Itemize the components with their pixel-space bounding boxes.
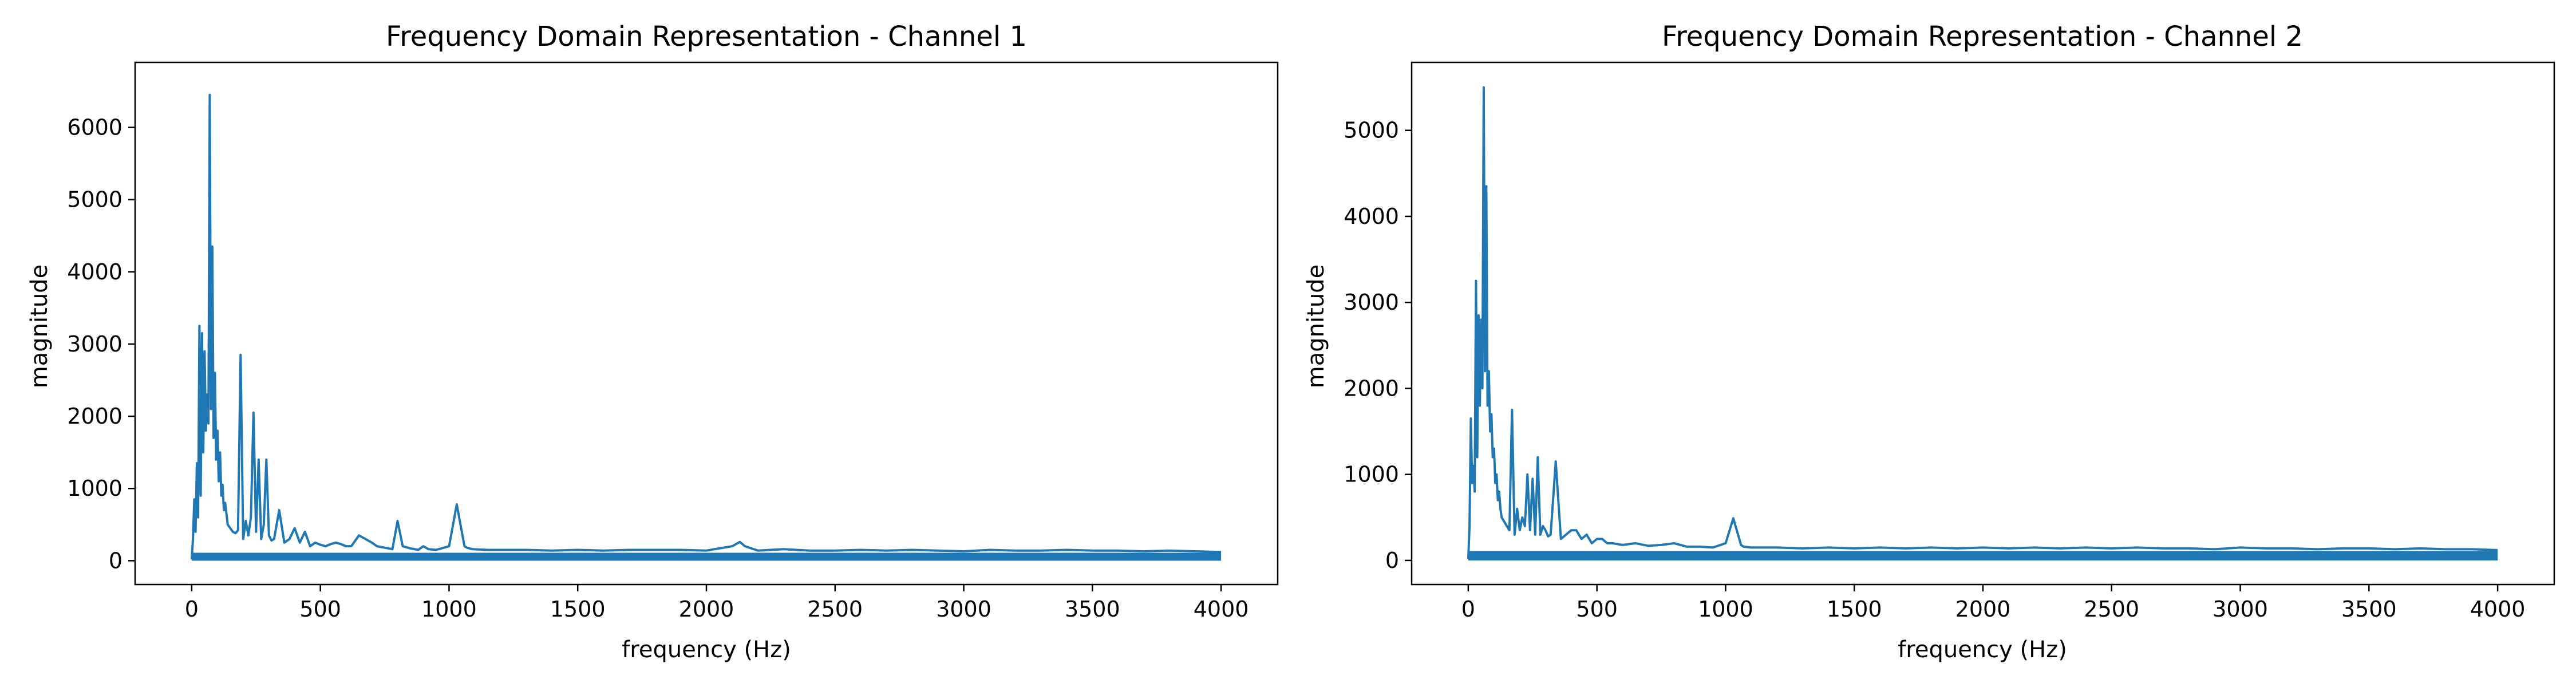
y-tick-label: 2000 [1344,376,1399,401]
plot-area: 0 500 1000 1500 2000 2500 3000 3500 4000 0 1000 200… [1344,61,2555,622]
x-tick-label: 1000 [421,597,477,622]
series-line [190,93,1222,560]
x-tick-label: 4000 [1194,597,1249,622]
chart-channel-2: Frequency Domain Representation - Channe… [1303,21,2555,663]
noise-floor [1468,551,2498,560]
x-tick-label: 0 [1461,597,1475,622]
x-tick-label: 2500 [2084,597,2139,622]
x-tick-label: 3000 [2212,597,2268,622]
y-tick-label: 4000 [1344,204,1399,229]
y-tick-label: 0 [109,548,123,573]
chart-title: Frequency Domain Representation - Channe… [1662,21,2303,53]
x-tick-label: 1000 [1698,597,1753,622]
x-tick-label: 3500 [1065,597,1120,622]
x-tick-label: 3000 [936,597,991,622]
x-tick-label: 1500 [1827,597,1882,622]
y-tick-label: 6000 [67,115,123,140]
x-tick-label: 4000 [2470,597,2526,622]
x-tick-label: 2000 [1955,597,2011,622]
chart-title: Frequency Domain Representation - Channe… [386,21,1027,53]
chart-channel-1: Frequency Domain Representation - Channe… [26,21,1279,663]
plot-area: 0 500 1000 1500 2000 2500 3000 3500 4000 0 1000 200… [67,61,1279,622]
y-tick-label: 1000 [1344,462,1399,487]
x-tick-label: 1500 [550,597,606,622]
x-tick-label: 3500 [2341,597,2397,622]
y-tick-label: 3000 [1344,290,1399,315]
y-tick-label: 2000 [67,404,123,429]
noise-floor [191,552,1222,561]
x-tick-label: 2000 [679,597,734,622]
x-axis-label: frequency (Hz) [1898,637,2067,663]
y-axis-label: magnitude [26,264,53,388]
y-tick-label: 0 [1385,548,1399,573]
x-tick-label: 0 [185,597,199,622]
y-tick-label: 5000 [1344,118,1399,143]
x-axis-label: frequency (Hz) [622,637,791,663]
x-tick-label: 500 [299,597,341,622]
series-line [1467,86,2498,559]
y-tick-label: 4000 [67,259,123,285]
y-tick-label: 3000 [67,331,123,357]
x-tick-label: 2500 [807,597,863,622]
y-tick-label: 1000 [67,476,123,501]
y-tick-label: 5000 [67,187,123,212]
x-tick-label: 500 [1576,597,1618,622]
y-axis-label: magnitude [1303,264,1329,388]
